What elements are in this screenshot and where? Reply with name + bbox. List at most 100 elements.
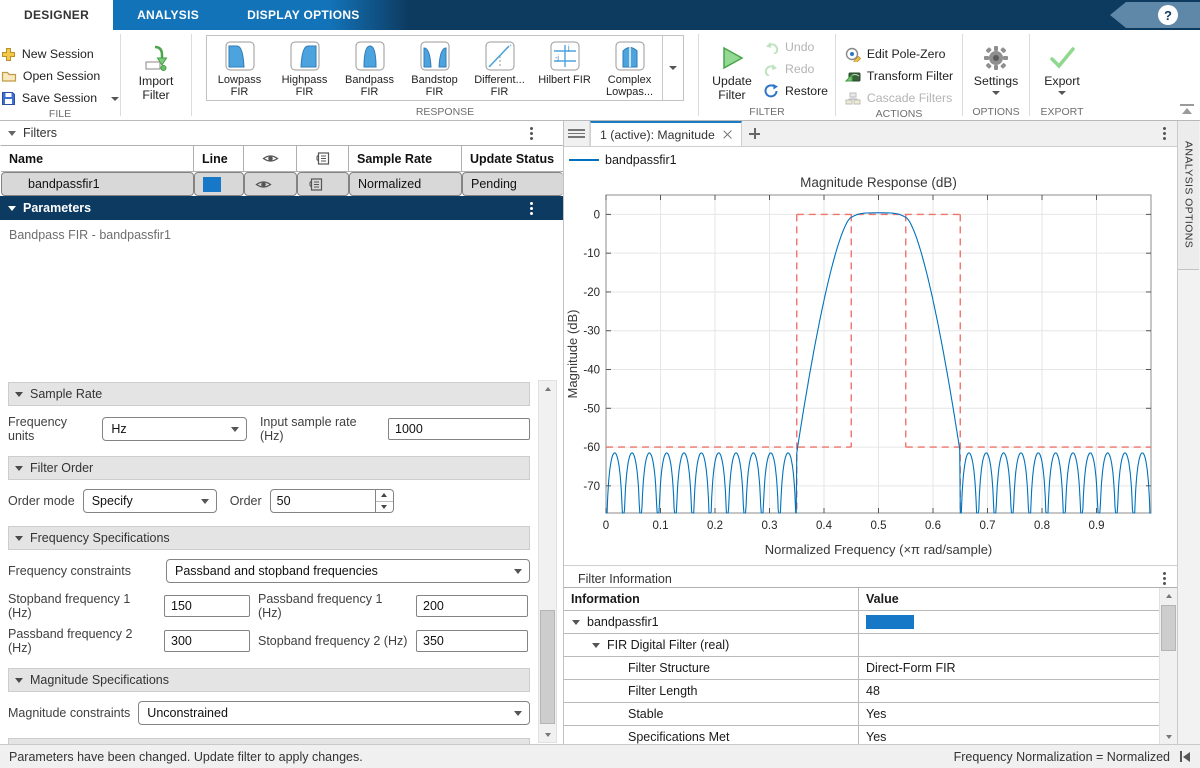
- redo-icon: [764, 63, 779, 76]
- import-group: ImportFilter: [121, 30, 191, 120]
- tab-designer[interactable]: DESIGNER: [0, 0, 113, 30]
- info-table-row[interactable]: bandpassfir1: [564, 611, 1160, 634]
- col-annotation[interactable]: [297, 146, 349, 172]
- bandpass-fir-icon: [353, 39, 387, 73]
- section-frequency-specifications[interactable]: Frequency Specifications: [8, 526, 530, 550]
- order-field[interactable]: [270, 489, 376, 513]
- export-button[interactable]: Export: [1036, 37, 1088, 95]
- gallery-item-complex-lowpass[interactable]: ComplexLowpas...: [597, 36, 662, 100]
- tab-display-options[interactable]: DISPLAY OPTIONS: [223, 0, 384, 30]
- col-sample-rate[interactable]: Sample Rate: [349, 146, 462, 172]
- info-table-row[interactable]: Specifications MetYes: [564, 726, 1160, 745]
- analysis-options-tab[interactable]: ANALYSIS OPTIONS: [1178, 121, 1199, 270]
- undo-icon: [764, 41, 779, 54]
- hilbert-fir-icon: j-j: [548, 39, 582, 73]
- passband-frequency-1-field[interactable]: [416, 595, 528, 617]
- parameters-menu-button[interactable]: [526, 200, 537, 217]
- scroll-up-button[interactable]: [539, 381, 556, 396]
- filter-row-line[interactable]: [194, 172, 244, 196]
- import-filter-button[interactable]: ImportFilter: [127, 37, 185, 102]
- info-table-row[interactable]: Filter StructureDirect-Form FIR: [564, 657, 1160, 680]
- redo-button[interactable]: Redo: [764, 60, 828, 78]
- col-update-status[interactable]: Update Status: [462, 146, 563, 172]
- viewer-menu-button[interactable]: [1159, 125, 1170, 142]
- scrollbar-thumb[interactable]: [540, 610, 555, 724]
- tab-analysis[interactable]: ANALYSIS: [113, 0, 223, 30]
- scroll-down-button[interactable]: [1160, 729, 1177, 744]
- col-name[interactable]: Name: [1, 146, 194, 172]
- magnitude-response-plot[interactable]: 00.10.20.30.40.50.60.70.80.90-10-20-30-4…: [564, 173, 1178, 562]
- help-button[interactable]: ?: [1158, 5, 1178, 25]
- filter-row-annotation[interactable]: [297, 172, 349, 196]
- info-table-row[interactable]: Filter Length48: [564, 680, 1160, 703]
- frequency-constraints-select[interactable]: Passband and stopband frequencies: [166, 559, 530, 583]
- parameters-collapse-icon[interactable]: [8, 206, 16, 211]
- options-group: Settings OPTIONS: [963, 30, 1029, 120]
- stopband-frequency-2-field[interactable]: [416, 630, 528, 652]
- actions-group-label: ACTIONS: [876, 107, 923, 120]
- line-color-swatch[interactable]: [203, 177, 221, 192]
- filter-row-visibility[interactable]: [244, 172, 297, 196]
- stopband-frequency-1-field[interactable]: [164, 595, 250, 617]
- info-scrollbar[interactable]: [1159, 588, 1178, 745]
- col-line[interactable]: Line: [194, 146, 244, 172]
- svg-text:0.5: 0.5: [871, 520, 887, 532]
- frequency-units-select[interactable]: Hz: [102, 417, 247, 441]
- update-filter-button[interactable]: UpdateFilter: [706, 37, 758, 102]
- gallery-item-bandpass-fir[interactable]: BandpassFIR: [337, 36, 402, 100]
- scrollbar-thumb[interactable]: [1161, 605, 1176, 651]
- filter-row-name[interactable]: bandpassfir1: [1, 172, 194, 196]
- tree-collapse-icon[interactable]: [572, 620, 580, 625]
- filter-information-menu-button[interactable]: [1159, 570, 1170, 587]
- legend-line-sample: [569, 159, 599, 161]
- undo-button[interactable]: Undo: [764, 38, 828, 56]
- transform-filter-button[interactable]: Transform Filter: [845, 67, 953, 85]
- collapse-toolstrip-button[interactable]: [1180, 104, 1194, 116]
- section-sample-rate[interactable]: Sample Rate: [8, 382, 530, 406]
- magnitude-constraints-select[interactable]: Unconstrained: [138, 701, 530, 725]
- legend-label[interactable]: bandpassfir1: [605, 153, 677, 167]
- magnitude-view-tab[interactable]: 1 (active): Magnitude: [590, 121, 742, 146]
- gallery-overflow-button[interactable]: [662, 36, 683, 100]
- cascade-filters-button[interactable]: Cascade Filters: [845, 89, 953, 107]
- dock-panel-icon[interactable]: [1180, 751, 1196, 763]
- export-dropdown-icon: [1058, 91, 1066, 95]
- gallery-item-highpass-fir[interactable]: HighpassFIR: [272, 36, 337, 100]
- save-session-dropdown-icon[interactable]: [111, 97, 119, 101]
- cascade-filters-label: Cascade Filters: [867, 91, 952, 105]
- new-session-button[interactable]: New Session: [1, 45, 119, 63]
- section-magnitude-specifications[interactable]: Magnitude Specifications: [8, 668, 530, 692]
- col-visibility[interactable]: [244, 146, 297, 172]
- gallery-item-lowpass-fir[interactable]: LowpassFIR: [207, 36, 272, 100]
- info-table-row[interactable]: StableYes: [564, 703, 1160, 726]
- restore-button[interactable]: Restore: [764, 82, 828, 100]
- scroll-down-button[interactable]: [539, 727, 556, 742]
- tree-collapse-icon[interactable]: [592, 643, 600, 648]
- spinner-up-button[interactable]: [376, 490, 393, 502]
- spinner-down-button[interactable]: [376, 502, 393, 513]
- frequency-constraints-label: Frequency constraints: [8, 564, 158, 578]
- settings-button[interactable]: Settings: [969, 37, 1023, 95]
- gallery-item-bandstop-fir[interactable]: BandstopFIR: [402, 36, 467, 100]
- input-sample-rate-field[interactable]: [388, 418, 530, 440]
- parameters-scrollbar[interactable]: [538, 380, 557, 743]
- file-group: New Session Open Session Save Session FI…: [0, 30, 120, 120]
- save-session-button[interactable]: Save Session: [1, 89, 119, 107]
- info-table-row[interactable]: FIR Digital Filter (real): [564, 634, 1160, 657]
- scroll-up-button[interactable]: [1160, 588, 1177, 603]
- filters-menu-button[interactable]: [526, 125, 537, 142]
- open-session-button[interactable]: Open Session: [1, 67, 119, 85]
- new-view-button[interactable]: [742, 121, 768, 146]
- edit-pole-zero-button[interactable]: Edit Pole-Zero: [845, 45, 953, 63]
- filters-collapse-icon[interactable]: [8, 131, 16, 136]
- order-mode-select[interactable]: Specify: [83, 489, 217, 513]
- response-group: LowpassFIR HighpassFIR BandpassFIR Bands…: [192, 30, 698, 120]
- gallery-item-hilbert-fir[interactable]: j-j Hilbert FIR: [532, 36, 597, 100]
- response-group-label: RESPONSE: [416, 103, 474, 120]
- section-filter-order[interactable]: Filter Order: [8, 456, 530, 480]
- close-tab-icon[interactable]: [723, 130, 732, 139]
- tab-list-icon[interactable]: [564, 121, 590, 146]
- frequency-normalization-status: Frequency Normalization = Normalized: [954, 750, 1170, 764]
- passband-frequency-2-field[interactable]: [164, 630, 250, 652]
- gallery-item-differentiator-fir[interactable]: Different...FIR: [467, 36, 532, 100]
